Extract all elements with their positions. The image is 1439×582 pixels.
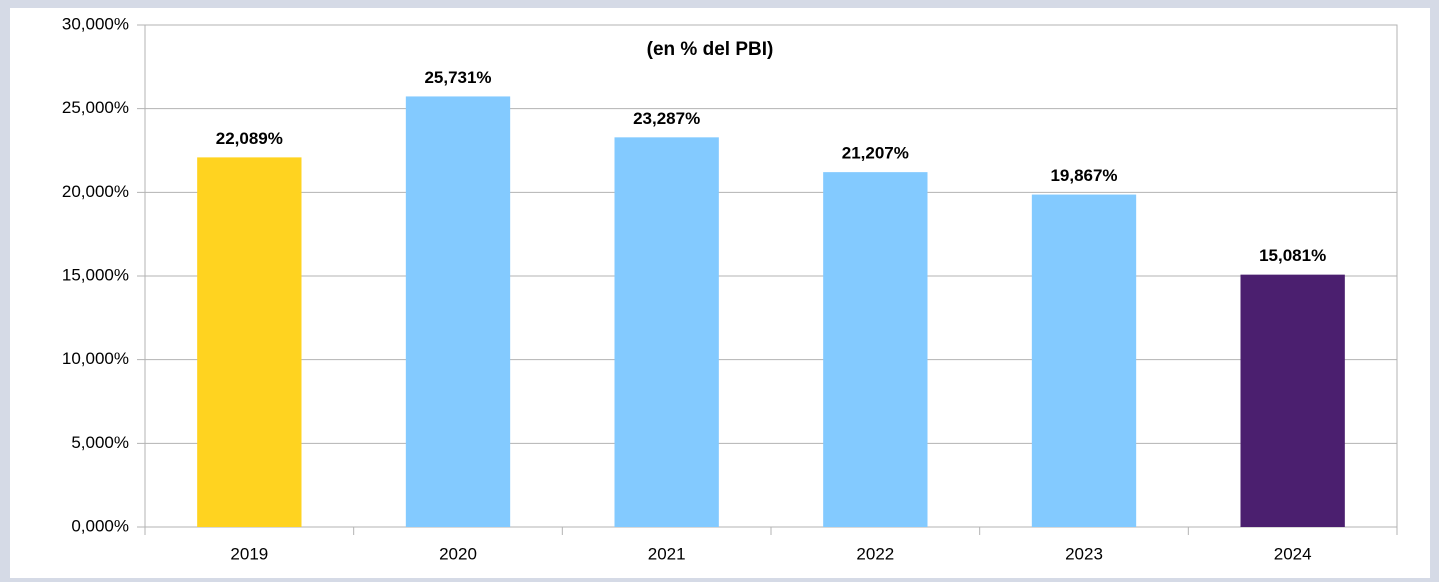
bar [1240,274,1345,527]
bar [614,137,719,527]
y-tick-label: 5,000% [71,433,129,452]
bar [405,96,511,527]
y-tick-label: 10,000% [62,349,129,368]
data-label: 25,731% [424,68,491,87]
y-tick-label: 0,000% [71,516,129,535]
y-tick-label: 15,000% [62,265,129,284]
data-label: 21,207% [842,144,909,163]
y-tick-label: 30,000% [62,14,129,33]
y-tick-label: 20,000% [62,182,129,201]
data-label: 15,081% [1259,246,1326,265]
chart-title: (en % del PBI) [647,39,774,60]
data-label: 19,867% [1050,166,1117,185]
x-tick-label: 2019 [230,544,268,563]
y-tick-label: 25,000% [62,98,129,117]
bar [1031,194,1137,527]
x-tick-label: 2021 [648,544,686,563]
x-tick-label: 2022 [856,544,894,563]
x-tick-label: 2023 [1065,544,1103,563]
bar [197,157,302,528]
x-tick-label: 2020 [439,544,477,563]
data-label: 23,287% [633,109,700,128]
data-label: 22,089% [216,129,283,148]
x-tick-label: 2024 [1274,544,1312,563]
bar [823,172,928,527]
